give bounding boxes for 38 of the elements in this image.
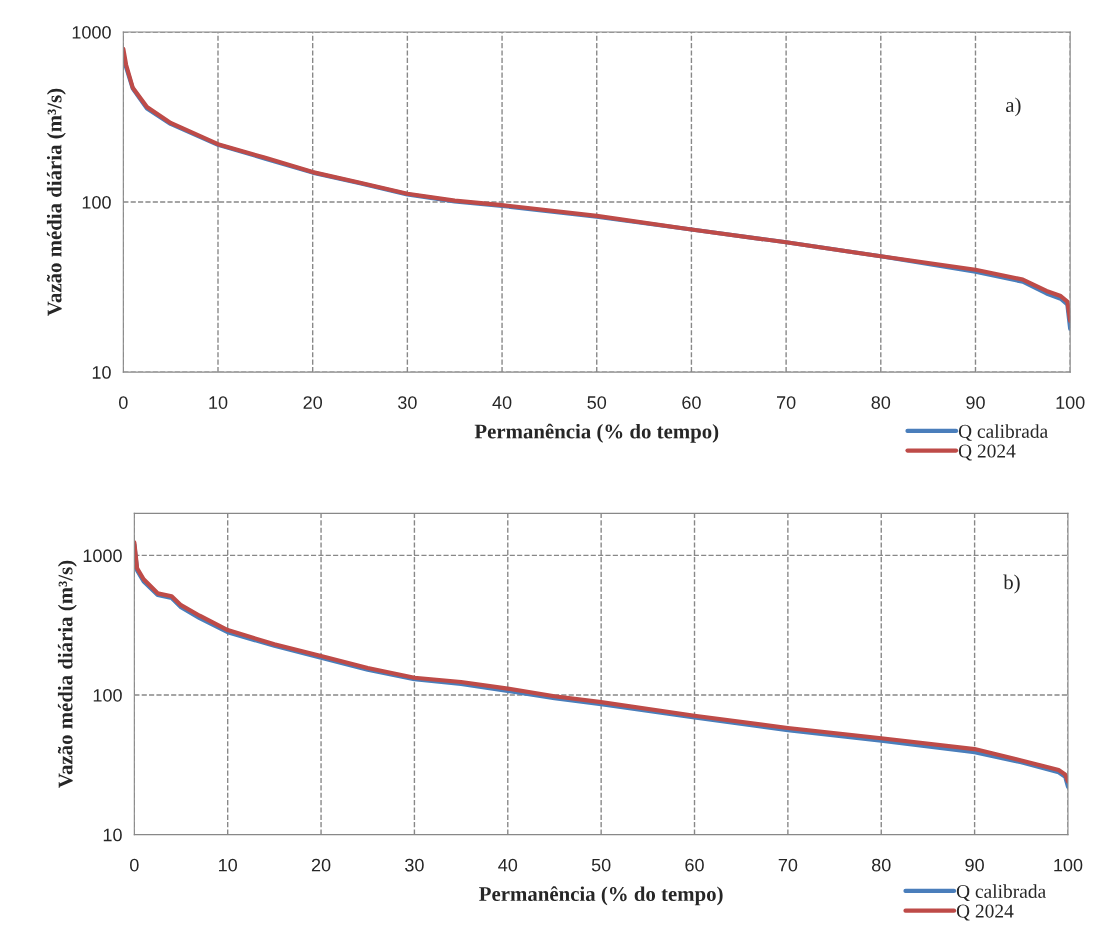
x-tick-label: 90 bbox=[965, 858, 984, 872]
x-tick-label: 0 bbox=[119, 396, 128, 409]
y-axis-title: Vazão média diária (m³/s) bbox=[46, 88, 66, 316]
x-tick-label: 50 bbox=[587, 396, 607, 409]
x-tick-label: 10 bbox=[209, 396, 228, 409]
x-tick-label: 70 bbox=[778, 858, 798, 872]
x-tick-label: 30 bbox=[398, 396, 417, 409]
x-tick-label: 80 bbox=[871, 858, 891, 872]
x-tick-label: 100 bbox=[1056, 396, 1085, 409]
y-tick-label: 100 bbox=[82, 195, 111, 209]
x-tick-label: 90 bbox=[966, 396, 985, 409]
legend-label: Q 2024 bbox=[956, 904, 1014, 921]
x-tick-label: 40 bbox=[498, 858, 518, 872]
y-tick-label: 10 bbox=[103, 828, 122, 842]
legend-label: Q calibrada bbox=[958, 424, 1048, 441]
annotation: a) bbox=[1006, 97, 1021, 117]
x-tick-label: 40 bbox=[492, 396, 512, 409]
x-tick-label: 0 bbox=[130, 858, 139, 872]
x-tick-label: 20 bbox=[311, 858, 331, 872]
x-tick-label: 50 bbox=[591, 858, 611, 872]
y-tick-label: 100 bbox=[93, 688, 122, 702]
x-axis-title: Permanência (% do tempo) bbox=[479, 886, 723, 906]
x-tick-label: 60 bbox=[682, 396, 701, 409]
legend-label: Q calibrada bbox=[956, 884, 1046, 901]
x-tick-label: 10 bbox=[219, 858, 238, 872]
x-tick-label: 20 bbox=[303, 396, 323, 409]
y-tick-label: 10 bbox=[92, 366, 111, 379]
x-axis-title: Permanência (% do tempo) bbox=[474, 423, 719, 443]
x-tick-label: 70 bbox=[777, 396, 796, 409]
y-tick-label: 1000 bbox=[72, 25, 111, 39]
x-tick-label: 80 bbox=[871, 396, 891, 409]
x-tick-label: 60 bbox=[685, 858, 704, 872]
annotation: b) bbox=[1003, 574, 1020, 594]
x-tick-label: 30 bbox=[405, 858, 424, 872]
y-tick-label: 1000 bbox=[83, 549, 122, 563]
x-tick-label: 100 bbox=[1054, 858, 1083, 872]
legend-label: Q 2024 bbox=[958, 444, 1016, 461]
y-axis-title: Vazão média diária (m³/s) bbox=[57, 560, 77, 788]
